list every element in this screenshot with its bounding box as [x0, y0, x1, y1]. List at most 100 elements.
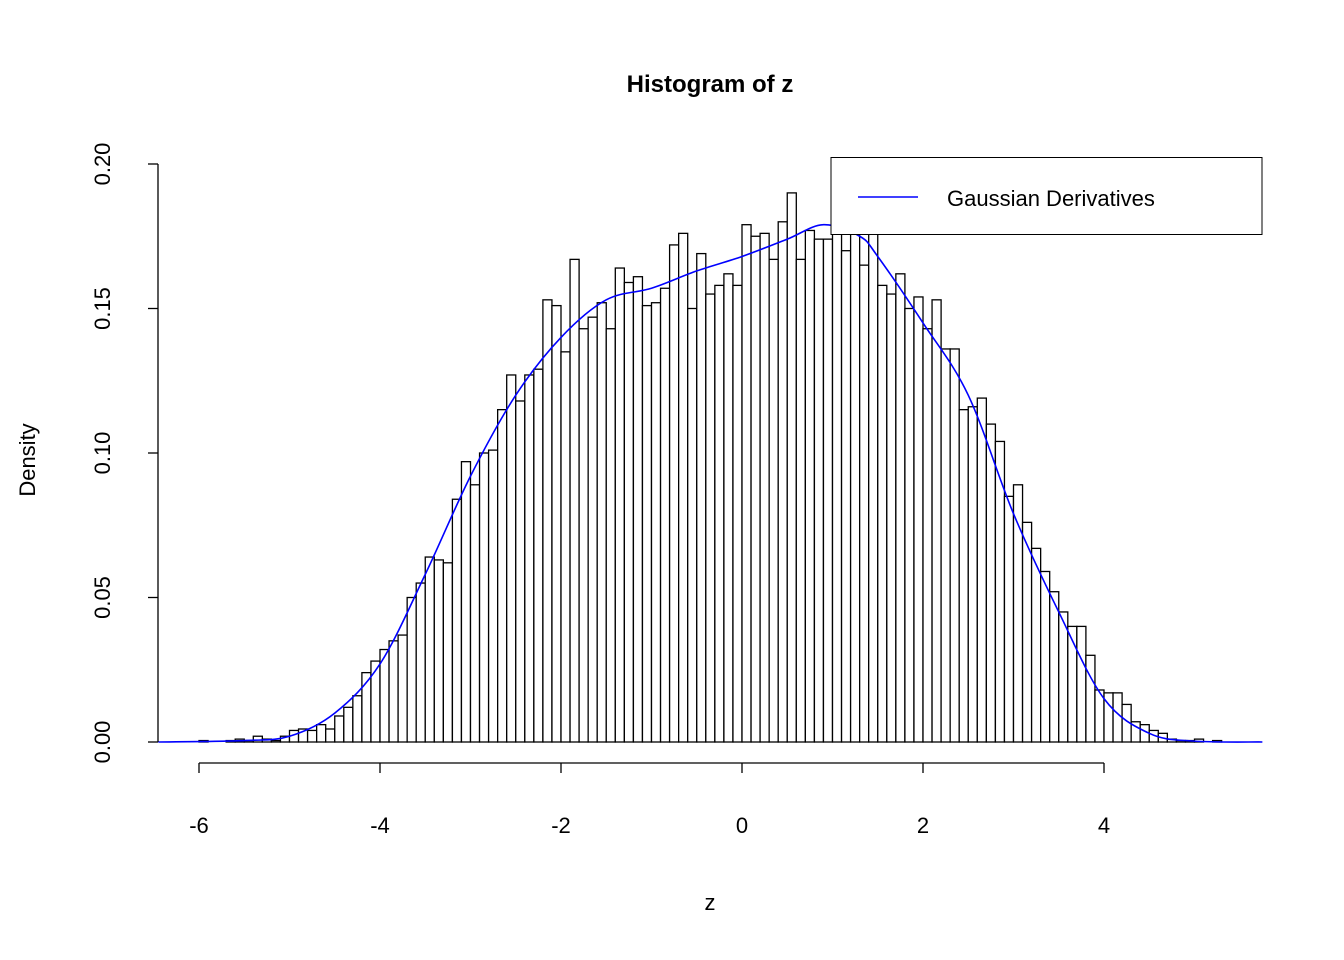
- histogram-bar: [343, 706, 354, 743]
- histogram-bar: [868, 232, 879, 743]
- x-axis-label: z: [705, 890, 716, 915]
- histogram-bar: [442, 562, 454, 743]
- histogram-bar: [1067, 625, 1078, 743]
- legend-box: [830, 157, 1263, 235]
- x-tick-label: 0: [736, 813, 748, 838]
- x-tick-label: 4: [1098, 813, 1110, 838]
- histogram-bar: [506, 374, 517, 743]
- histogram-bar: [714, 284, 725, 743]
- histogram-bar: [632, 276, 644, 743]
- y-tick-label: 0.20: [90, 143, 115, 186]
- histogram-bar: [542, 299, 553, 743]
- y-axis-label: Density: [15, 423, 40, 496]
- histogram-bar: [886, 293, 897, 743]
- histogram-bar: [913, 296, 924, 743]
- histogram-bar: [650, 302, 662, 743]
- histogram-bar: [315, 724, 327, 743]
- histogram-bar: [469, 484, 481, 743]
- legend-label: Gaussian Derivatives: [947, 186, 1155, 211]
- histogram-bar: [1049, 591, 1060, 743]
- histogram-bar: [533, 368, 544, 743]
- x-axis: -6 -4 -2 0 2 4: [189, 762, 1110, 838]
- histogram-bar: [478, 452, 490, 743]
- histogram-bar: [560, 351, 571, 743]
- histogram-bar: [895, 273, 906, 743]
- histogram-bar: [985, 423, 997, 743]
- histogram-bar: [605, 328, 616, 743]
- histogram-bar: [270, 739, 282, 743]
- histogram-bar: [967, 406, 978, 743]
- histogram-bar: [569, 258, 580, 743]
- y-tick-label: 0.10: [90, 432, 115, 475]
- histogram-bar: [786, 192, 797, 743]
- histogram-bar: [877, 284, 888, 743]
- histogram-bar: [732, 284, 743, 743]
- histogram-bar: [804, 229, 816, 743]
- histogram-bar: [1058, 611, 1069, 743]
- histogram-bar: [496, 408, 508, 743]
- histogram-bar: [252, 735, 264, 743]
- y-tick-label: 0.15: [90, 287, 115, 330]
- histogram-bar: [678, 232, 689, 743]
- histogram-bar: [859, 264, 870, 743]
- histogram-bar: [623, 281, 635, 743]
- histogram-bar: [696, 252, 707, 743]
- histogram-bar: [822, 238, 834, 743]
- x-tick-label: -4: [370, 813, 390, 838]
- y-tick-label: 0.05: [90, 576, 115, 619]
- histogram-bar: [424, 556, 435, 743]
- histogram-bar: [370, 660, 381, 743]
- histogram-bar: [487, 449, 499, 743]
- histogram-bar: [1040, 570, 1051, 743]
- density-curve: [158, 223, 1263, 743]
- histogram-bar: [659, 287, 671, 743]
- histogram-bar: [813, 238, 825, 743]
- histogram-bar: [352, 695, 363, 743]
- legend: Gaussian Derivatives: [830, 157, 1263, 235]
- histogram-bar: [1030, 547, 1042, 743]
- x-tick-label: -6: [189, 813, 209, 838]
- chart-title: Histogram of z: [627, 71, 794, 98]
- histogram-bar: [940, 348, 951, 743]
- histogram-bar: [1076, 625, 1087, 743]
- histogram-bar: [397, 634, 408, 743]
- histogram-bar: [451, 498, 463, 743]
- histogram-bar: [614, 267, 625, 743]
- histogram-bar: [723, 273, 734, 743]
- x-tick-label: 2: [917, 813, 929, 838]
- histogram-bar: [922, 328, 933, 743]
- bars-group: [198, 192, 1223, 743]
- histogram-bar: [668, 244, 680, 743]
- y-tick-label: 0.00: [90, 721, 115, 764]
- histogram-bar: [433, 559, 444, 743]
- histogram-bar: [379, 648, 390, 743]
- x-tick-label: -2: [551, 813, 571, 838]
- histogram-bar: [687, 307, 698, 743]
- histogram-bar: [759, 232, 770, 743]
- histogram-bar: [768, 258, 779, 743]
- histogram-bar: [325, 728, 336, 743]
- histogram-bar: [596, 302, 607, 743]
- histogram-bar: [1085, 654, 1096, 743]
- histogram-bar: [705, 293, 716, 743]
- histogram-bar: [1021, 521, 1033, 743]
- histogram-bar: [1003, 495, 1015, 743]
- histogram-bar: [958, 408, 969, 743]
- histogram-bar: [334, 715, 345, 743]
- histogram-bar: [524, 374, 535, 743]
- histogram-bar: [388, 640, 399, 743]
- histogram-bar: [741, 224, 752, 743]
- histogram-bar: [750, 235, 761, 743]
- histogram-bar: [578, 328, 589, 743]
- histogram-bar: [460, 461, 472, 743]
- histogram-bar: [795, 258, 806, 743]
- y-axis: 0.00 0.05 0.10 0.15 0.20: [90, 143, 159, 764]
- histogram-bar: [415, 582, 426, 743]
- histogram-bar: [641, 304, 653, 743]
- histogram-bar: [515, 400, 526, 743]
- histogram-bar: [904, 307, 915, 743]
- histogram-bar: [976, 397, 987, 743]
- histogram-bar: [587, 316, 598, 743]
- histogram-bar: [551, 304, 562, 743]
